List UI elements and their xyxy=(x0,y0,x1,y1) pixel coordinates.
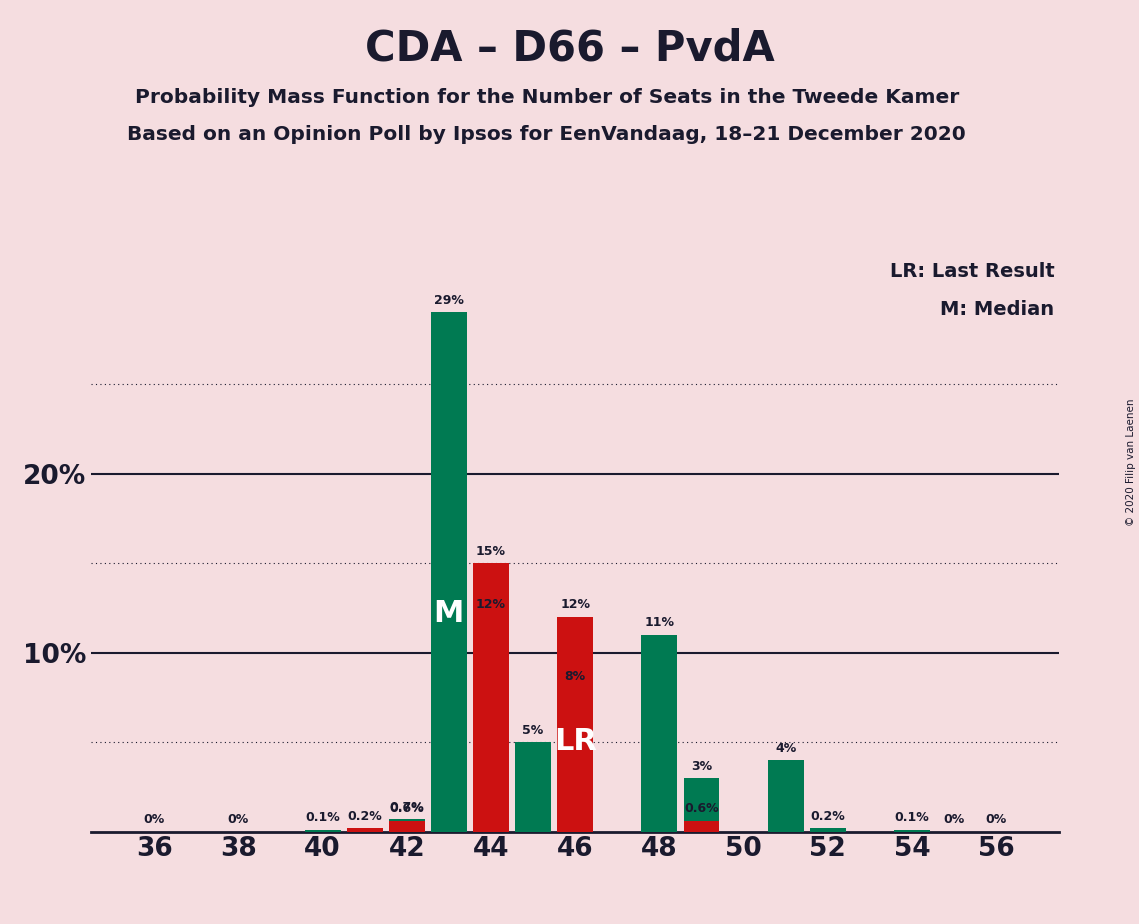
Text: 15%: 15% xyxy=(476,544,506,558)
Bar xyxy=(347,828,383,832)
Text: 0%: 0% xyxy=(228,813,249,826)
Text: 0%: 0% xyxy=(943,813,965,826)
Text: Probability Mass Function for the Number of Seats in the Tweede Kamer: Probability Mass Function for the Number… xyxy=(134,88,959,107)
Text: 8%: 8% xyxy=(565,670,585,683)
Text: M: M xyxy=(434,599,464,628)
Bar xyxy=(683,778,720,832)
Text: 0.2%: 0.2% xyxy=(347,809,382,822)
Text: M: Median: M: Median xyxy=(941,300,1055,319)
Text: 4%: 4% xyxy=(775,742,796,755)
Text: 0.7%: 0.7% xyxy=(390,801,424,814)
Text: 11%: 11% xyxy=(645,616,674,629)
Text: 12%: 12% xyxy=(476,599,506,612)
Bar xyxy=(431,312,467,832)
Bar xyxy=(473,563,509,832)
Text: LR: LR xyxy=(554,727,597,756)
Text: 0.6%: 0.6% xyxy=(390,802,424,816)
Text: 0%: 0% xyxy=(985,813,1007,826)
Text: © 2020 Filip van Laenen: © 2020 Filip van Laenen xyxy=(1125,398,1136,526)
Bar xyxy=(557,617,593,832)
Text: Based on an Opinion Poll by Ipsos for EenVandaag, 18–21 December 2020: Based on an Opinion Poll by Ipsos for Ee… xyxy=(128,125,966,144)
Text: 5%: 5% xyxy=(523,723,543,736)
Bar xyxy=(388,819,425,832)
Text: 29%: 29% xyxy=(434,294,464,307)
Bar xyxy=(515,742,551,832)
Bar xyxy=(473,617,509,832)
Bar xyxy=(641,635,678,832)
Bar xyxy=(683,821,720,832)
Text: 12%: 12% xyxy=(560,599,590,612)
Bar xyxy=(810,828,845,832)
Bar xyxy=(388,821,425,832)
Text: CDA – D66 – PvdA: CDA – D66 – PvdA xyxy=(364,28,775,69)
Bar xyxy=(768,760,803,832)
Bar xyxy=(557,688,593,832)
Bar xyxy=(305,830,341,832)
Text: 0.1%: 0.1% xyxy=(305,811,341,824)
Bar xyxy=(894,830,929,832)
Text: 0.1%: 0.1% xyxy=(894,811,929,824)
Text: 0.2%: 0.2% xyxy=(810,809,845,822)
Text: LR: Last Result: LR: Last Result xyxy=(890,261,1055,281)
Text: 0.6%: 0.6% xyxy=(685,802,719,816)
Text: 0%: 0% xyxy=(144,813,165,826)
Text: 3%: 3% xyxy=(691,760,712,772)
